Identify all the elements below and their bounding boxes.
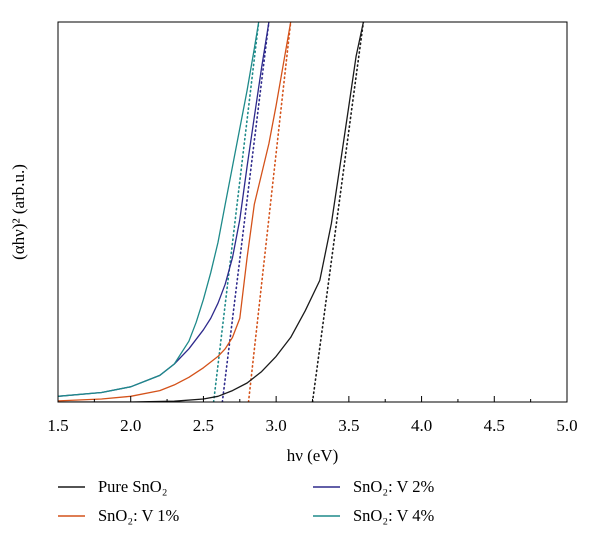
tangent-line-3 [221, 22, 270, 402]
plot-area-frame [57, 21, 568, 403]
tangent-line-1 [311, 22, 365, 402]
legend-label-2: SnO₂: V 1% [98, 506, 179, 525]
x-tick-label: 2.0 [120, 416, 141, 435]
series-line-4 [58, 22, 260, 397]
legend-label-4: SnO₂: V 4% [353, 506, 434, 525]
series-line-1 [58, 22, 365, 402]
x-tick-label: 5.0 [556, 416, 577, 435]
x-tick-label: 3.0 [266, 416, 287, 435]
series-line-2 [58, 22, 292, 402]
x-tick-label: 4.0 [411, 416, 432, 435]
x-tick-label: 1.5 [47, 416, 68, 435]
x-axis-ticks: 1.5 2.0 2.5 3.0 3.5 4.0 4.5 5.0 [47, 396, 578, 435]
legend-label-1: Pure SnO₂ [98, 477, 167, 496]
y-axis-label: (αhν)² (arb.u.) [9, 164, 28, 260]
tangent-line-4 [212, 22, 260, 402]
x-tick-label: 4.5 [484, 416, 505, 435]
legend: Pure SnO₂ SnO₂: V 1% SnO₂: V 2% SnO₂: V 4% [58, 477, 434, 525]
tangent-line-2 [247, 22, 292, 402]
x-axis-label: hν (eV) [287, 446, 339, 465]
series-layer [58, 22, 365, 402]
x-tick-label: 2.5 [193, 416, 214, 435]
x-tick-label: 3.5 [338, 416, 359, 435]
legend-label-3: SnO₂: V 2% [353, 477, 434, 496]
